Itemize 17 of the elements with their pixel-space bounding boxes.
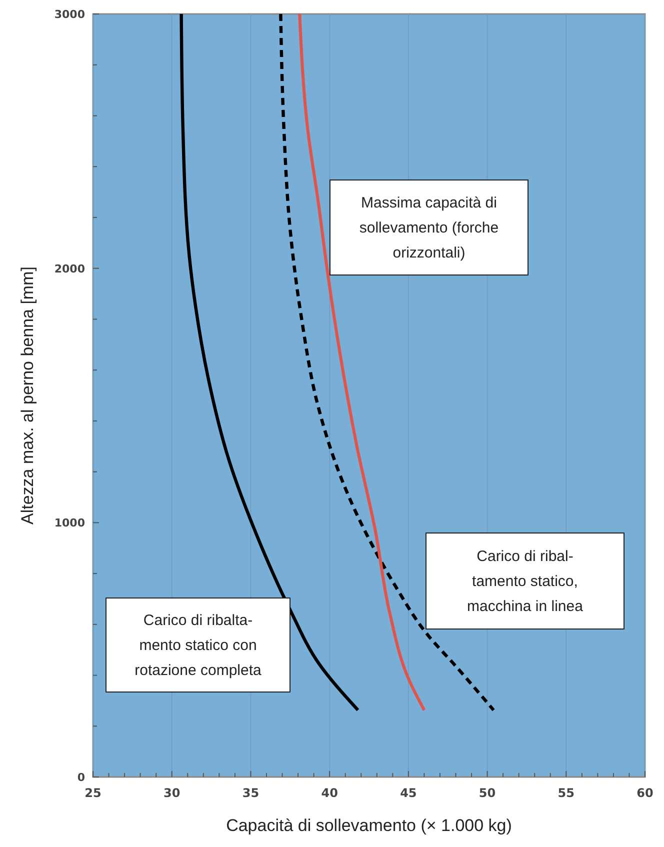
x-tick-label: 45: [400, 786, 417, 800]
y-tick-label: 0: [77, 771, 86, 784]
x-tick-label: 40: [321, 786, 338, 800]
text: Massima capacità di sollevamento (forche orizzontali): [359, 194, 499, 262]
y-axis-title: Altezza max. al perno benna [mm]: [18, 266, 37, 524]
y-tick-label: 3000: [54, 8, 86, 21]
y-tick-label: 2000: [54, 262, 86, 276]
x-tick-label: 35: [242, 786, 260, 800]
x-tick-label: 30: [164, 786, 180, 800]
x-tick-label: 60: [636, 786, 654, 800]
x-tick-label: 25: [84, 786, 102, 800]
x-axis-title: Capacità di sollevamento (× 1.000 kg): [226, 816, 512, 835]
x-tick-label: 50: [478, 786, 496, 800]
x-tick-label: 55: [558, 786, 574, 800]
series-label: Carico di ribalta- mento statico con rotazione completa: [134, 612, 262, 679]
text: Carico di ribal- tamento statico, macchina in linea: [467, 548, 584, 615]
y-tick-label: 1000: [54, 516, 86, 530]
